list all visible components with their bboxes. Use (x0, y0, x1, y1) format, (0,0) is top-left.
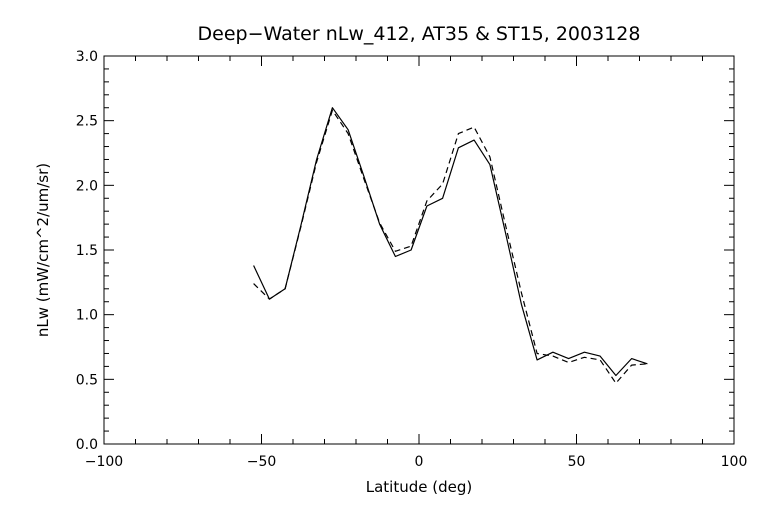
x-tick-label: −100 (85, 454, 123, 470)
chart-title: Deep−Water nLw_412, AT35 & ST15, 2003128 (198, 23, 641, 45)
x-tick-label: 50 (568, 454, 586, 470)
y-tick-label: 0.0 (76, 437, 98, 453)
series-line-solid (253, 107, 648, 377)
y-tick-label: 3.0 (76, 49, 98, 65)
y-tick-label: 0.5 (76, 372, 98, 388)
plot-frame (103, 55, 735, 445)
y-tick-label: 1.5 (76, 243, 98, 259)
x-tick-label: −50 (247, 454, 277, 470)
y-tick-label: 1.0 (76, 308, 98, 324)
y-tick-label: 2.0 (76, 178, 98, 194)
x-axis-label: Latitude (deg) (366, 478, 472, 496)
y-tick-label: 2.5 (76, 114, 98, 130)
y-axis-label: nLw (mW/cm^2/um/sr) (34, 163, 52, 337)
x-tick-label: 0 (415, 454, 424, 470)
x-tick-label: 100 (721, 454, 748, 470)
tick-labels: −100 −50 0 50 100 0.0 0.5 1.0 1.5 2.0 2.5 3.0 (76, 49, 748, 470)
axis-ticks (103, 55, 735, 445)
series-line-dashed (253, 109, 648, 384)
series-layer (253, 107, 648, 384)
